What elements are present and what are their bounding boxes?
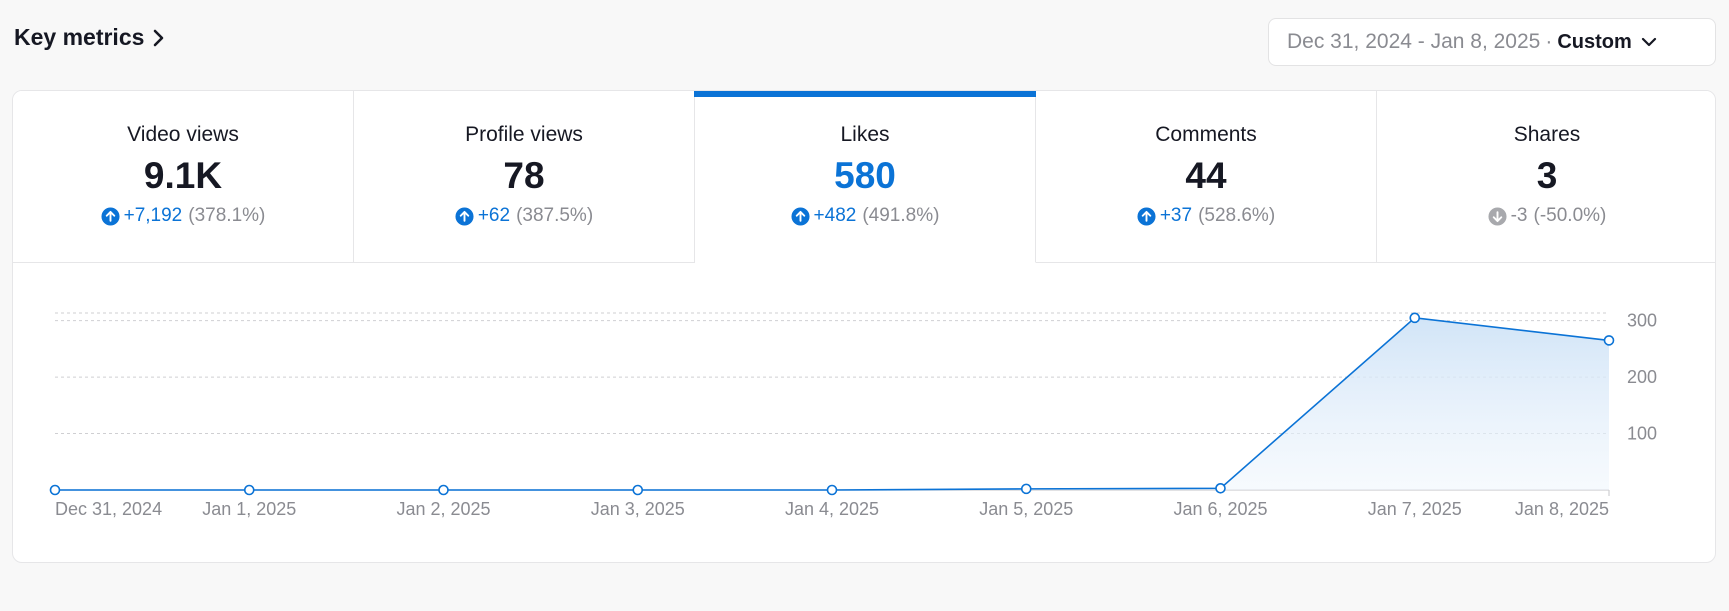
metric-change: +37 [1159, 205, 1193, 226]
metric-delta: +7,192 (378.1%) [13, 205, 353, 227]
page-title: Key metrics [14, 24, 145, 50]
data-point [826, 484, 838, 496]
arrow-up-circle-icon [791, 206, 810, 226]
chevron-right-icon [154, 29, 164, 46]
metric-value: 9.1K [143, 155, 223, 196]
metric-percent: (528.6%) [1198, 205, 1276, 226]
metric-change: +482 [813, 205, 857, 226]
tab-profile-views[interactable]: Profile views 78 +62 (387.5%) [354, 91, 695, 263]
data-point [1409, 312, 1421, 324]
data-point [1020, 483, 1032, 495]
x-tick-label: Jan 2, 2025 [396, 499, 490, 519]
data-point [632, 484, 644, 496]
metric-percent: (-50.0%) [1533, 205, 1607, 226]
y-tick-label: 200 [1627, 367, 1657, 387]
data-point [49, 484, 61, 496]
y-tick-label: 100 [1627, 424, 1657, 444]
x-tick-label: Jan 8, 2025 [1515, 499, 1609, 519]
metric-percent: (491.8%) [862, 205, 940, 226]
arrow-up-circle-icon [455, 206, 474, 226]
x-tick-label: Jan 6, 2025 [1173, 499, 1267, 519]
date-range-picker[interactable]: Dec 31, 2024 - Jan 8, 2025 · Custom [1268, 18, 1716, 66]
x-tick-label: Jan 7, 2025 [1368, 499, 1462, 519]
x-tick-label: Jan 3, 2025 [591, 499, 685, 519]
metric-delta: +62 (387.5%) [354, 205, 694, 227]
x-tick-label: Jan 4, 2025 [785, 499, 879, 519]
metric-value: 78 [503, 155, 545, 196]
arrow-down-circle-icon [1488, 206, 1507, 226]
date-range-mode: Custom [1557, 30, 1632, 53]
metric-label: Profile views [465, 123, 583, 146]
arrow-up-circle-icon [101, 206, 120, 226]
likes-line-chart: 100 200 300 Dec 31, 2024 Jan 1, 2025 Jan 2, 2… [49, 311, 1657, 519]
metric-label: Video views [127, 123, 239, 146]
chevron-down-icon [1641, 37, 1656, 47]
metric-change: +7,192 [123, 205, 183, 226]
metrics-card: Video views 9.1K +7,192 (378.1%) Profile… [12, 90, 1716, 563]
tab-comments[interactable]: Comments 44 +37 (528.6%) [1036, 91, 1377, 263]
tab-video-views[interactable]: Video views 9.1K +7,192 (378.1%) [13, 91, 354, 263]
data-point [438, 484, 449, 496]
metric-value: 3 [1536, 155, 1558, 196]
metric-value: 44 [1185, 155, 1227, 196]
tab-shares[interactable]: Shares 3 -3 (-50.0%) [1377, 91, 1715, 263]
section-header[interactable]: Key metrics [14, 24, 166, 51]
x-tick-label: Jan 5, 2025 [979, 499, 1073, 519]
metric-percent: (387.5%) [516, 205, 594, 226]
metric-label: Likes [840, 123, 890, 146]
series-area [55, 317, 1609, 490]
metric-change: -3 [1510, 205, 1528, 226]
metric-delta: +482 (491.8%) [695, 205, 1035, 227]
arrow-up-circle-icon [1137, 206, 1156, 226]
metric-tabs: Video views 9.1K +7,192 (378.1%) Profile… [13, 91, 1715, 263]
metric-delta: +37 (528.6%) [1036, 205, 1376, 227]
data-point [243, 484, 255, 496]
metric-value: 580 [834, 155, 896, 196]
data-point [1603, 335, 1615, 346]
date-range-text: Dec 31, 2024 - Jan 8, 2025 [1287, 30, 1541, 53]
y-tick-label: 300 [1627, 311, 1657, 331]
active-tab-indicator [694, 91, 1036, 97]
metric-label: Comments [1155, 123, 1257, 146]
tab-likes[interactable]: Likes 580 +482 (491.8%) [694, 91, 1036, 263]
metric-percent: (378.1%) [188, 205, 266, 226]
x-tick-label: Dec 31, 2024 [55, 499, 162, 519]
data-point [1215, 483, 1226, 494]
metric-label: Shares [1513, 123, 1581, 146]
metric-delta: -3 (-50.0%) [1377, 205, 1715, 227]
x-tick-label: Jan 1, 2025 [202, 499, 296, 519]
metric-change: +62 [477, 205, 511, 226]
date-range-separator: · [1545, 30, 1553, 53]
